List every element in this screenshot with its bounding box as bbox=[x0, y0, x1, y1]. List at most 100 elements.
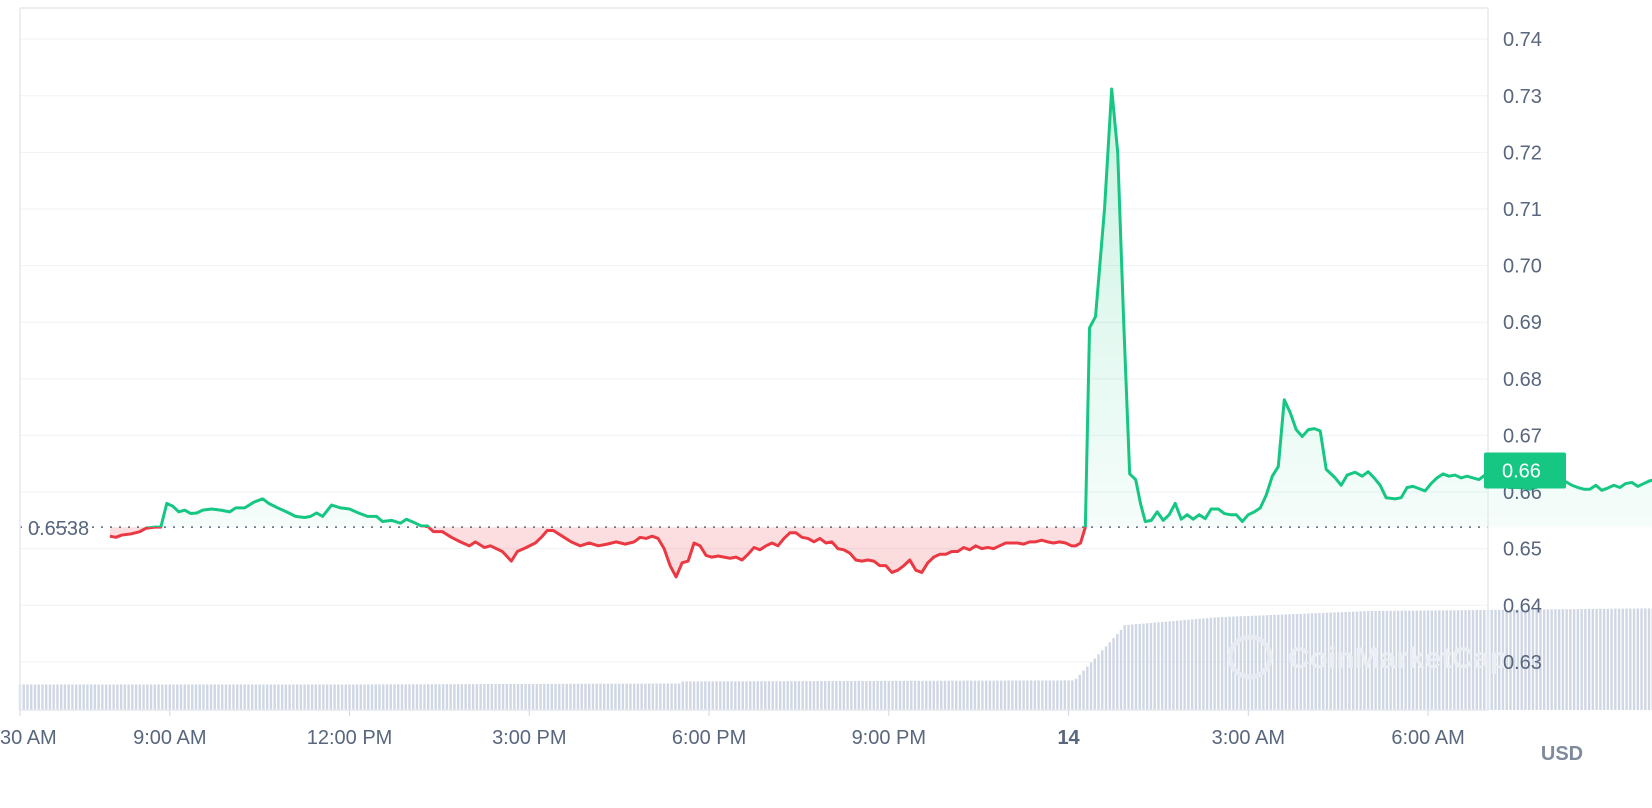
volume-bar bbox=[1490, 609, 1493, 710]
volume-bar bbox=[1179, 620, 1183, 710]
volume-bar bbox=[546, 683, 550, 710]
volume-bar bbox=[793, 681, 797, 710]
volume-bar bbox=[943, 680, 947, 710]
volume-bar bbox=[1284, 614, 1287, 710]
volume-bar bbox=[1363, 611, 1366, 710]
volume-bar bbox=[142, 684, 145, 710]
volume-bar bbox=[1453, 610, 1456, 710]
volume-bar bbox=[1194, 619, 1198, 710]
volume-bar bbox=[194, 684, 198, 710]
volume-bar bbox=[48, 684, 52, 710]
volume-bar bbox=[696, 681, 700, 710]
volume-bar bbox=[1056, 680, 1059, 710]
volume-bar bbox=[808, 681, 812, 710]
volume-bar bbox=[861, 680, 864, 710]
volume-bar bbox=[1307, 613, 1310, 710]
volume-bar bbox=[164, 684, 168, 710]
y-tick-label: 0.65 bbox=[1503, 539, 1542, 561]
volume-bar bbox=[1640, 608, 1643, 710]
volume-bar bbox=[1599, 608, 1602, 710]
volume-bar bbox=[157, 684, 160, 710]
volume-bar bbox=[86, 684, 89, 710]
volume-bar bbox=[1074, 678, 1078, 710]
volume-bar bbox=[1460, 610, 1463, 710]
volume-bar bbox=[1071, 680, 1074, 710]
volume-bar bbox=[984, 680, 988, 710]
volume-bar bbox=[104, 684, 108, 710]
volume-bar bbox=[397, 684, 400, 710]
volume-bar bbox=[501, 684, 505, 710]
volume-bar bbox=[430, 684, 434, 710]
volume-bar bbox=[1464, 610, 1467, 710]
volume-bar bbox=[621, 683, 625, 710]
volume-bar bbox=[977, 680, 980, 710]
volume-bar bbox=[1018, 680, 1022, 710]
y-tick-label: 0.70 bbox=[1503, 256, 1542, 278]
volume-bar bbox=[1134, 624, 1138, 710]
volume-bar bbox=[299, 684, 303, 710]
volume-bar bbox=[280, 684, 284, 710]
volume-bar bbox=[426, 684, 430, 710]
volume-bar bbox=[1557, 609, 1561, 710]
volume-bar bbox=[674, 683, 677, 710]
volume-bar bbox=[1404, 610, 1407, 710]
volume-bar bbox=[213, 684, 216, 710]
volume-bar bbox=[1250, 615, 1254, 710]
volume-bar bbox=[1277, 614, 1280, 710]
volume-bar bbox=[1086, 666, 1089, 710]
volume-bar bbox=[1602, 608, 1606, 710]
volume-bar bbox=[999, 680, 1003, 710]
volume-bar bbox=[1029, 680, 1033, 710]
volume-bar bbox=[494, 684, 497, 710]
volume-bar bbox=[1318, 613, 1321, 710]
volume-bar bbox=[101, 684, 104, 710]
volume-bar bbox=[921, 680, 924, 710]
volume-bar bbox=[850, 680, 853, 710]
volume-bar bbox=[1445, 610, 1449, 710]
volume-bar bbox=[925, 680, 928, 710]
volume-bar bbox=[217, 684, 220, 710]
volume-bar bbox=[595, 683, 598, 710]
volume-bar bbox=[26, 684, 29, 710]
volume-bar bbox=[1636, 608, 1639, 710]
volume-bar bbox=[610, 683, 613, 710]
volume-bar bbox=[996, 680, 999, 710]
volume-bar bbox=[1044, 680, 1048, 710]
volume-bar bbox=[868, 680, 872, 710]
volume-bar bbox=[524, 683, 527, 710]
volume-bar bbox=[67, 684, 70, 710]
volume-bar bbox=[460, 684, 464, 710]
volume-bar bbox=[820, 681, 823, 710]
volume-bar bbox=[1550, 609, 1553, 710]
volume-bar bbox=[1048, 680, 1052, 710]
volume-bar bbox=[764, 681, 767, 710]
volume-bar bbox=[1033, 680, 1037, 710]
volume-bar bbox=[1022, 680, 1025, 710]
volume-bar bbox=[1007, 680, 1010, 710]
current-price-tag: 0.66 bbox=[1484, 452, 1566, 489]
price-line-up bbox=[144, 87, 1652, 528]
volume-bar bbox=[187, 684, 190, 710]
volume-bar bbox=[737, 681, 741, 710]
volume-bar bbox=[760, 681, 763, 710]
volume-bar bbox=[168, 684, 171, 710]
volume-bar bbox=[981, 680, 984, 710]
volume-bar bbox=[1610, 608, 1613, 710]
volume-bar bbox=[531, 683, 535, 710]
volume-bar bbox=[348, 684, 351, 710]
volume-bar bbox=[179, 684, 183, 710]
y-tick-label: 0.69 bbox=[1503, 312, 1542, 334]
volume-bar bbox=[254, 684, 258, 710]
volume-bar bbox=[236, 684, 239, 710]
volume-bar bbox=[408, 684, 411, 710]
volume-bar bbox=[52, 684, 55, 710]
volume-bar bbox=[277, 684, 280, 710]
volume-bar bbox=[1340, 612, 1344, 710]
volume-bar bbox=[1235, 616, 1239, 710]
volume-bar bbox=[1067, 680, 1070, 710]
volume-bar bbox=[685, 681, 688, 710]
x-tick-label: 12:00 PM bbox=[307, 727, 393, 749]
volume-bar bbox=[513, 683, 516, 710]
volume-bar bbox=[805, 681, 808, 710]
